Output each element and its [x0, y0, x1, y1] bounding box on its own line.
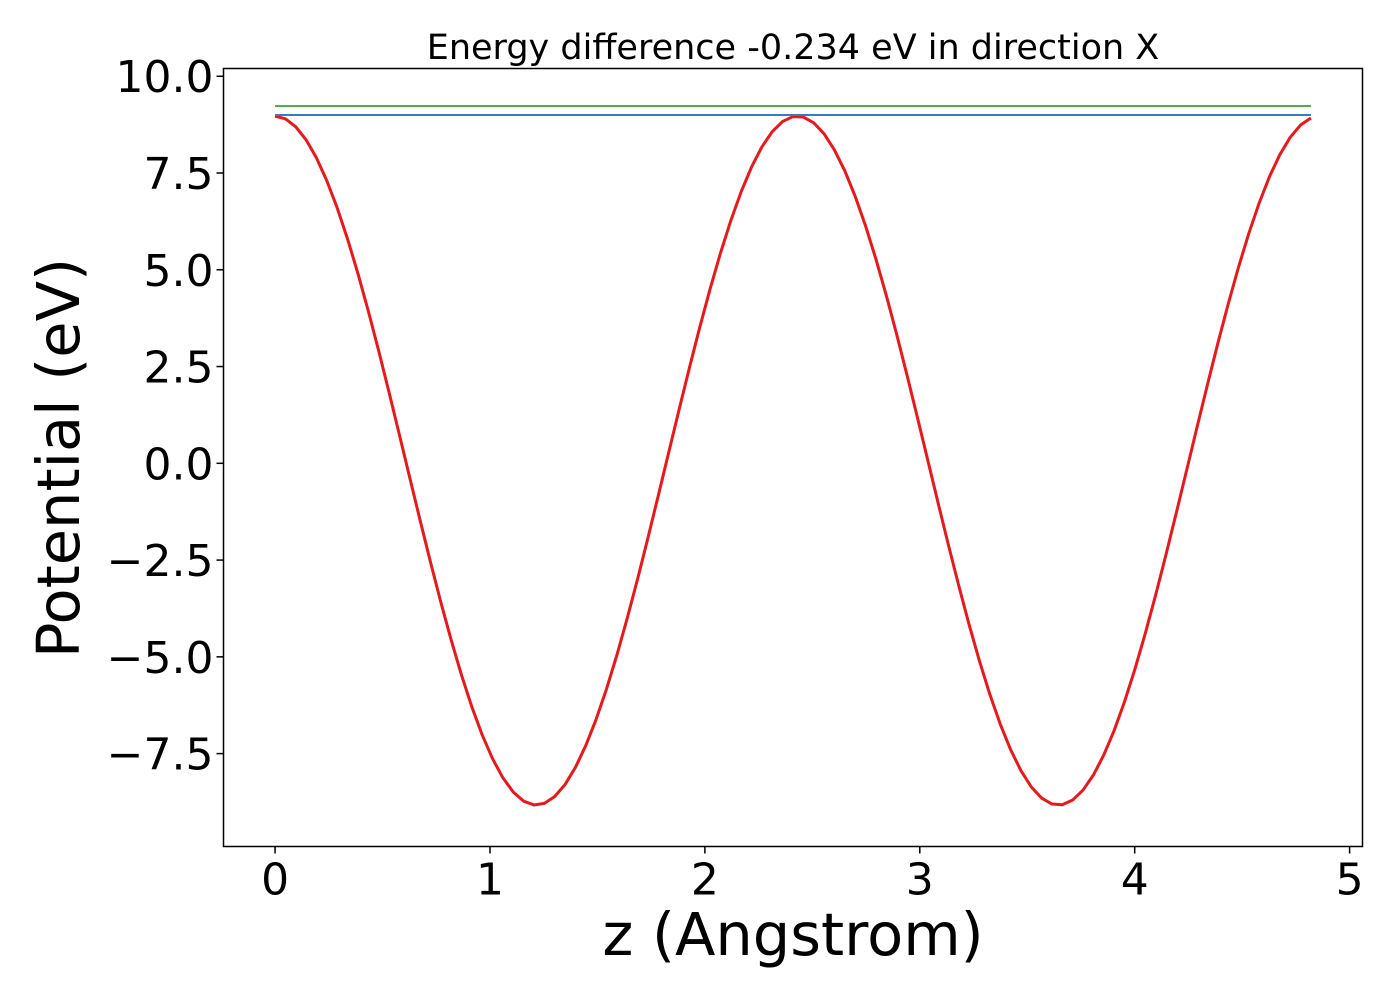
y-tick-label: 10.0: [116, 52, 214, 103]
y-tick-label: −2.5: [107, 536, 214, 587]
x-tick-label: 1: [476, 855, 504, 906]
y-tick-label: −5.0: [107, 633, 214, 684]
x-tick-label: 4: [1121, 855, 1149, 906]
x-axis-label: z (Angstrom): [602, 900, 983, 969]
plot-frame: [222, 67, 1364, 848]
y-axis: −7.5 −5.0 −2.5 0.0 2.5 5.0 7.5 10.0: [107, 52, 224, 781]
series-line-0: [274, 114, 1312, 807]
x-tick-label: 2: [691, 855, 719, 906]
y-tick-label: 2.5: [144, 343, 214, 394]
chart-title: Energy difference -0.234 eV in direction…: [427, 28, 1160, 68]
y-axis-label: Potential (eV): [24, 258, 93, 658]
x-tick-label: 3: [906, 855, 934, 906]
x-tick-label: 5: [1336, 855, 1364, 906]
x-axis: 0 1 2 3 4 5: [261, 846, 1364, 906]
y-tick-label: 0.0: [144, 439, 214, 490]
x-tick-label: 0: [261, 855, 289, 906]
y-tick-label: −7.5: [107, 730, 214, 781]
y-tick-label: 7.5: [144, 149, 214, 200]
y-tick-label: 5.0: [144, 246, 214, 297]
plot-area: [274, 105, 1312, 807]
